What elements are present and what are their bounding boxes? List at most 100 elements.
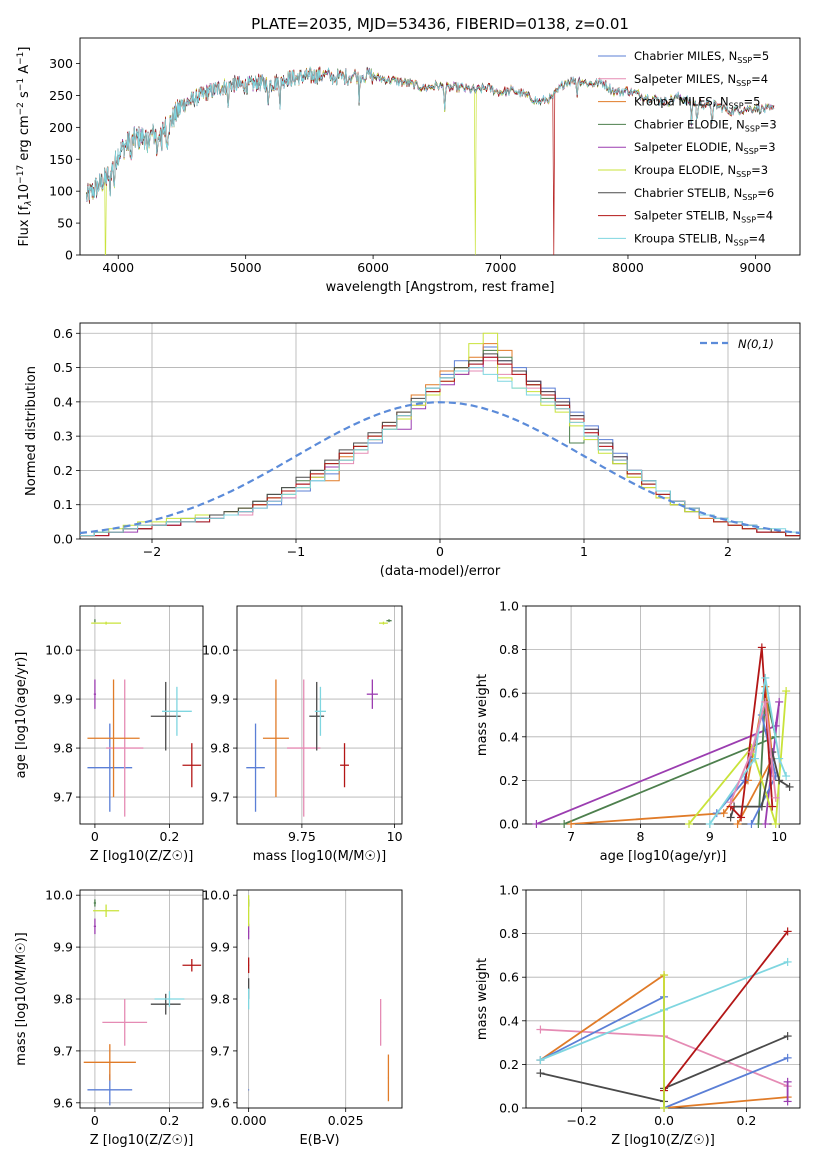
error-point xyxy=(247,895,250,927)
normal-curve xyxy=(80,401,800,535)
x-tick-label: 2 xyxy=(724,544,732,559)
legend-value: =3 xyxy=(759,140,776,154)
error-point xyxy=(387,1054,390,1102)
y-tick-label: 1.0 xyxy=(499,599,519,614)
x-tick-label: 9 xyxy=(706,829,714,844)
error-point xyxy=(366,679,378,709)
y-tick-label: 0.6 xyxy=(499,970,519,985)
legend-value: =6 xyxy=(757,186,774,200)
x-tick-label: 5000 xyxy=(230,260,262,275)
error-point xyxy=(150,681,181,751)
y-tick-label: 300 xyxy=(49,56,73,71)
error-point xyxy=(162,686,192,736)
axes-frame xyxy=(525,605,801,825)
error-point xyxy=(309,681,325,751)
legend-label: Salpeter MILES, NSSP=4 xyxy=(634,72,768,88)
y-tick-label: 0.6 xyxy=(53,326,73,341)
legend-subscript: SSP xyxy=(742,193,757,202)
y-tick-label: 0.4 xyxy=(53,394,73,409)
y-tick-label: 150 xyxy=(49,152,73,167)
y-tick-label: 9.9 xyxy=(210,692,230,707)
y-tick-label: 9.7 xyxy=(53,1043,73,1058)
spectrum-legend: Chabrier MILES, NSSP=5 Salpeter MILES, NS… xyxy=(598,49,777,247)
y-tick-label: 9.8 xyxy=(53,741,73,756)
legend-subscript: SSP xyxy=(741,216,756,225)
mass-weight-line xyxy=(688,690,787,824)
legend-value: =5 xyxy=(744,95,761,109)
mass-weight-line xyxy=(729,701,777,803)
error-point xyxy=(287,679,321,817)
legend-label: Chabrier ELODIE, NSSP=3 xyxy=(634,117,777,133)
massweight-vs-age-axes: 7 8 9 10 0.0 0.2 0.4 0.6 0.8 1.0 xyxy=(499,599,801,844)
error-point xyxy=(182,959,202,972)
y-tick-label: 0.0 xyxy=(499,1101,519,1116)
y-tick-label: 9.7 xyxy=(210,1043,230,1058)
x-tick-label: 8000 xyxy=(612,260,644,275)
y-label-sup: −1 xyxy=(16,52,26,65)
y-axis-label: mass [log10(M/M☉)] xyxy=(14,932,29,1065)
y-tick-label: 10.0 xyxy=(45,643,73,658)
error-point xyxy=(386,619,392,623)
x-tick-label: 4000 xyxy=(102,260,134,275)
x-axis-label: (data-model)/error xyxy=(380,564,501,579)
legend-label: Salpeter STELIB, NSSP=4 xyxy=(634,209,773,225)
y-tick-label: 9.9 xyxy=(210,940,230,955)
y-axis-label: mass weight xyxy=(475,674,490,756)
y-tick-label: 10.0 xyxy=(45,888,73,903)
error-point xyxy=(247,988,250,1010)
y-tick-label: 100 xyxy=(49,184,73,199)
legend-subscript: SSP xyxy=(729,102,744,111)
y-label-part: 10 xyxy=(17,184,32,201)
error-point xyxy=(93,904,120,917)
error-point xyxy=(87,679,140,798)
legend-label: Kroupa STELIB, NSSP=4 xyxy=(634,231,765,247)
axes-frame xyxy=(236,889,403,1109)
figure-title: PLATE=2035, MJD=53436, FIBERID=0138, z=0… xyxy=(251,15,629,33)
legend-subscript: SSP xyxy=(745,124,760,133)
error-point xyxy=(262,679,289,798)
x-axis-label: E(B-V) xyxy=(299,1133,339,1148)
x-tick-label: 0 xyxy=(91,1113,99,1128)
error-point xyxy=(83,1044,136,1081)
y-tick-label: 9.9 xyxy=(53,692,73,707)
error-point xyxy=(154,991,185,1007)
x-axis-label: Z [log10(Z/Z☉)] xyxy=(90,849,194,864)
axes-frame xyxy=(79,605,204,825)
y-label-part: ] xyxy=(17,47,32,52)
x-tick-label: 0.2 xyxy=(160,829,180,844)
error-point xyxy=(106,679,144,817)
error-point xyxy=(340,743,349,788)
x-tick-label: 10 xyxy=(771,829,787,844)
y-tick-label: 0.5 xyxy=(53,360,73,375)
x-tick-label: 10 xyxy=(387,829,403,844)
age-vs-mass-axes: 9.75 10 9.7 9.8 9.9 10.0 xyxy=(202,605,403,844)
y-label-sup: −2 xyxy=(16,102,26,115)
error-point xyxy=(314,686,326,736)
mass-weight-line xyxy=(663,930,789,1092)
x-tick-label: 7000 xyxy=(485,260,517,275)
error-point xyxy=(91,621,121,625)
axes-frame xyxy=(236,605,403,825)
y-tick-label: 50 xyxy=(57,216,73,231)
y-tick-label: 1.0 xyxy=(499,883,519,898)
legend-value: =5 xyxy=(752,49,769,63)
y-tick-label: 0.2 xyxy=(499,773,519,788)
y-tick-label: 9.8 xyxy=(210,992,230,1007)
legend-label: Salpeter ELODIE, NSSP=3 xyxy=(634,140,776,156)
y-tick-label: 0.0 xyxy=(499,817,519,832)
legend-value: =4 xyxy=(749,231,766,245)
spectrum-line xyxy=(86,65,775,201)
histogram-step xyxy=(80,367,800,537)
y-axis-label: age [log10(age/yr)] xyxy=(14,652,29,779)
y-tick-label: 0.0 xyxy=(53,532,73,547)
residuals-axes: −2 −1 0 1 2 0.0 0.1 0.2 0.3 0.4 0.5 0.6 xyxy=(53,322,801,559)
y-tick-label: 9.6 xyxy=(210,1095,230,1110)
x-axis-label: Z [log10(Z/Z☉)] xyxy=(90,1133,194,1148)
error-point xyxy=(246,723,265,812)
x-tick-label: 9000 xyxy=(739,260,771,275)
mass-vs-Z-axes: 0 0.2 9.6 9.7 9.8 9.9 10.0 xyxy=(45,888,204,1128)
y-tick-label: 0.8 xyxy=(499,642,519,657)
axes-frame xyxy=(79,37,801,256)
error-point xyxy=(379,999,382,1046)
